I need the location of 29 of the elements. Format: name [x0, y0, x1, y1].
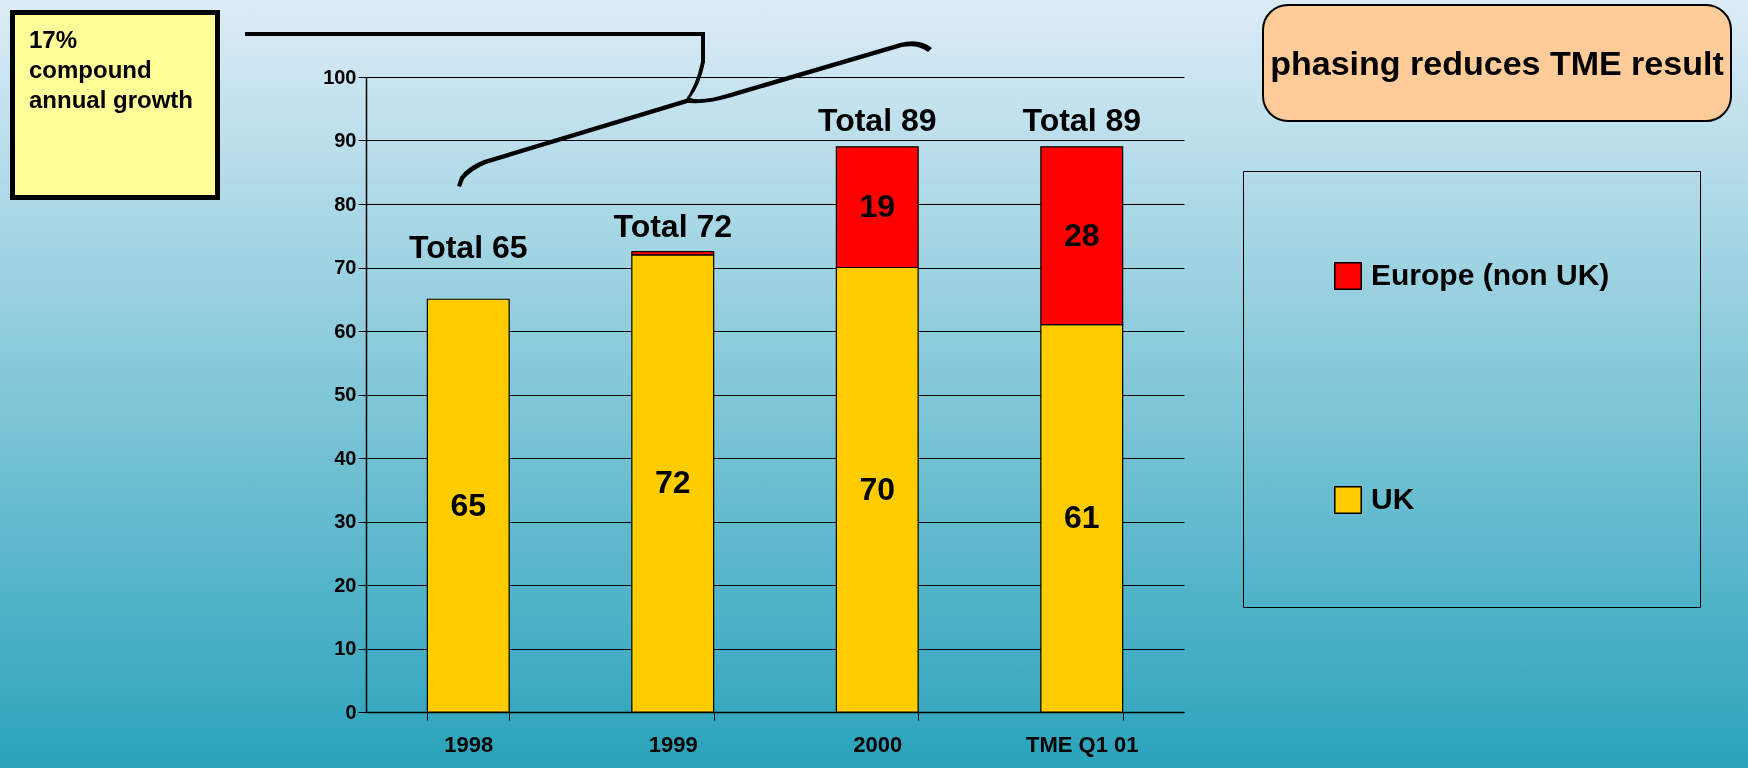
y-tick-label: 30 [334, 510, 357, 532]
text: 17% compound annual growth [10, 10, 220, 200]
y-tick-label: 50 [334, 383, 357, 405]
total-label: Total 89 [1022, 101, 1142, 138]
data-label: 70 [859, 470, 896, 507]
data-label: 19 [859, 188, 896, 225]
x-tick-label: 1999 [648, 731, 698, 757]
legend-label: UK [1371, 482, 1415, 515]
y-tick-label: 90 [334, 129, 357, 151]
data-label: 72 [654, 464, 691, 501]
total-label: Total 72 [613, 207, 733, 244]
x-tick-label: 1998 [444, 731, 494, 757]
y-tick-label: 70 [334, 256, 357, 278]
total-label: Total 89 [817, 101, 937, 138]
y-tick-label: 10 [334, 637, 357, 659]
y-tick-label: 60 [334, 319, 357, 342]
data-label: 61 [1063, 499, 1100, 536]
total-label: Total 65 [408, 228, 528, 265]
y-tick-label: 40 [334, 446, 357, 469]
x-tick-label: TME Q1 01 [1026, 731, 1139, 757]
legend-label: Europe (non UK) [1371, 258, 1610, 291]
y-tick-label: 80 [334, 192, 357, 215]
data-label: 65 [450, 486, 487, 523]
text: phasing reduces TME result [1262, 4, 1732, 122]
y-tick-label: 100 [323, 65, 357, 88]
y-tick-label: 20 [334, 573, 357, 596]
x-tick-label: 2000 [853, 731, 903, 757]
data-label: 28 [1063, 216, 1100, 253]
y-tick-label: 0 [345, 700, 357, 723]
